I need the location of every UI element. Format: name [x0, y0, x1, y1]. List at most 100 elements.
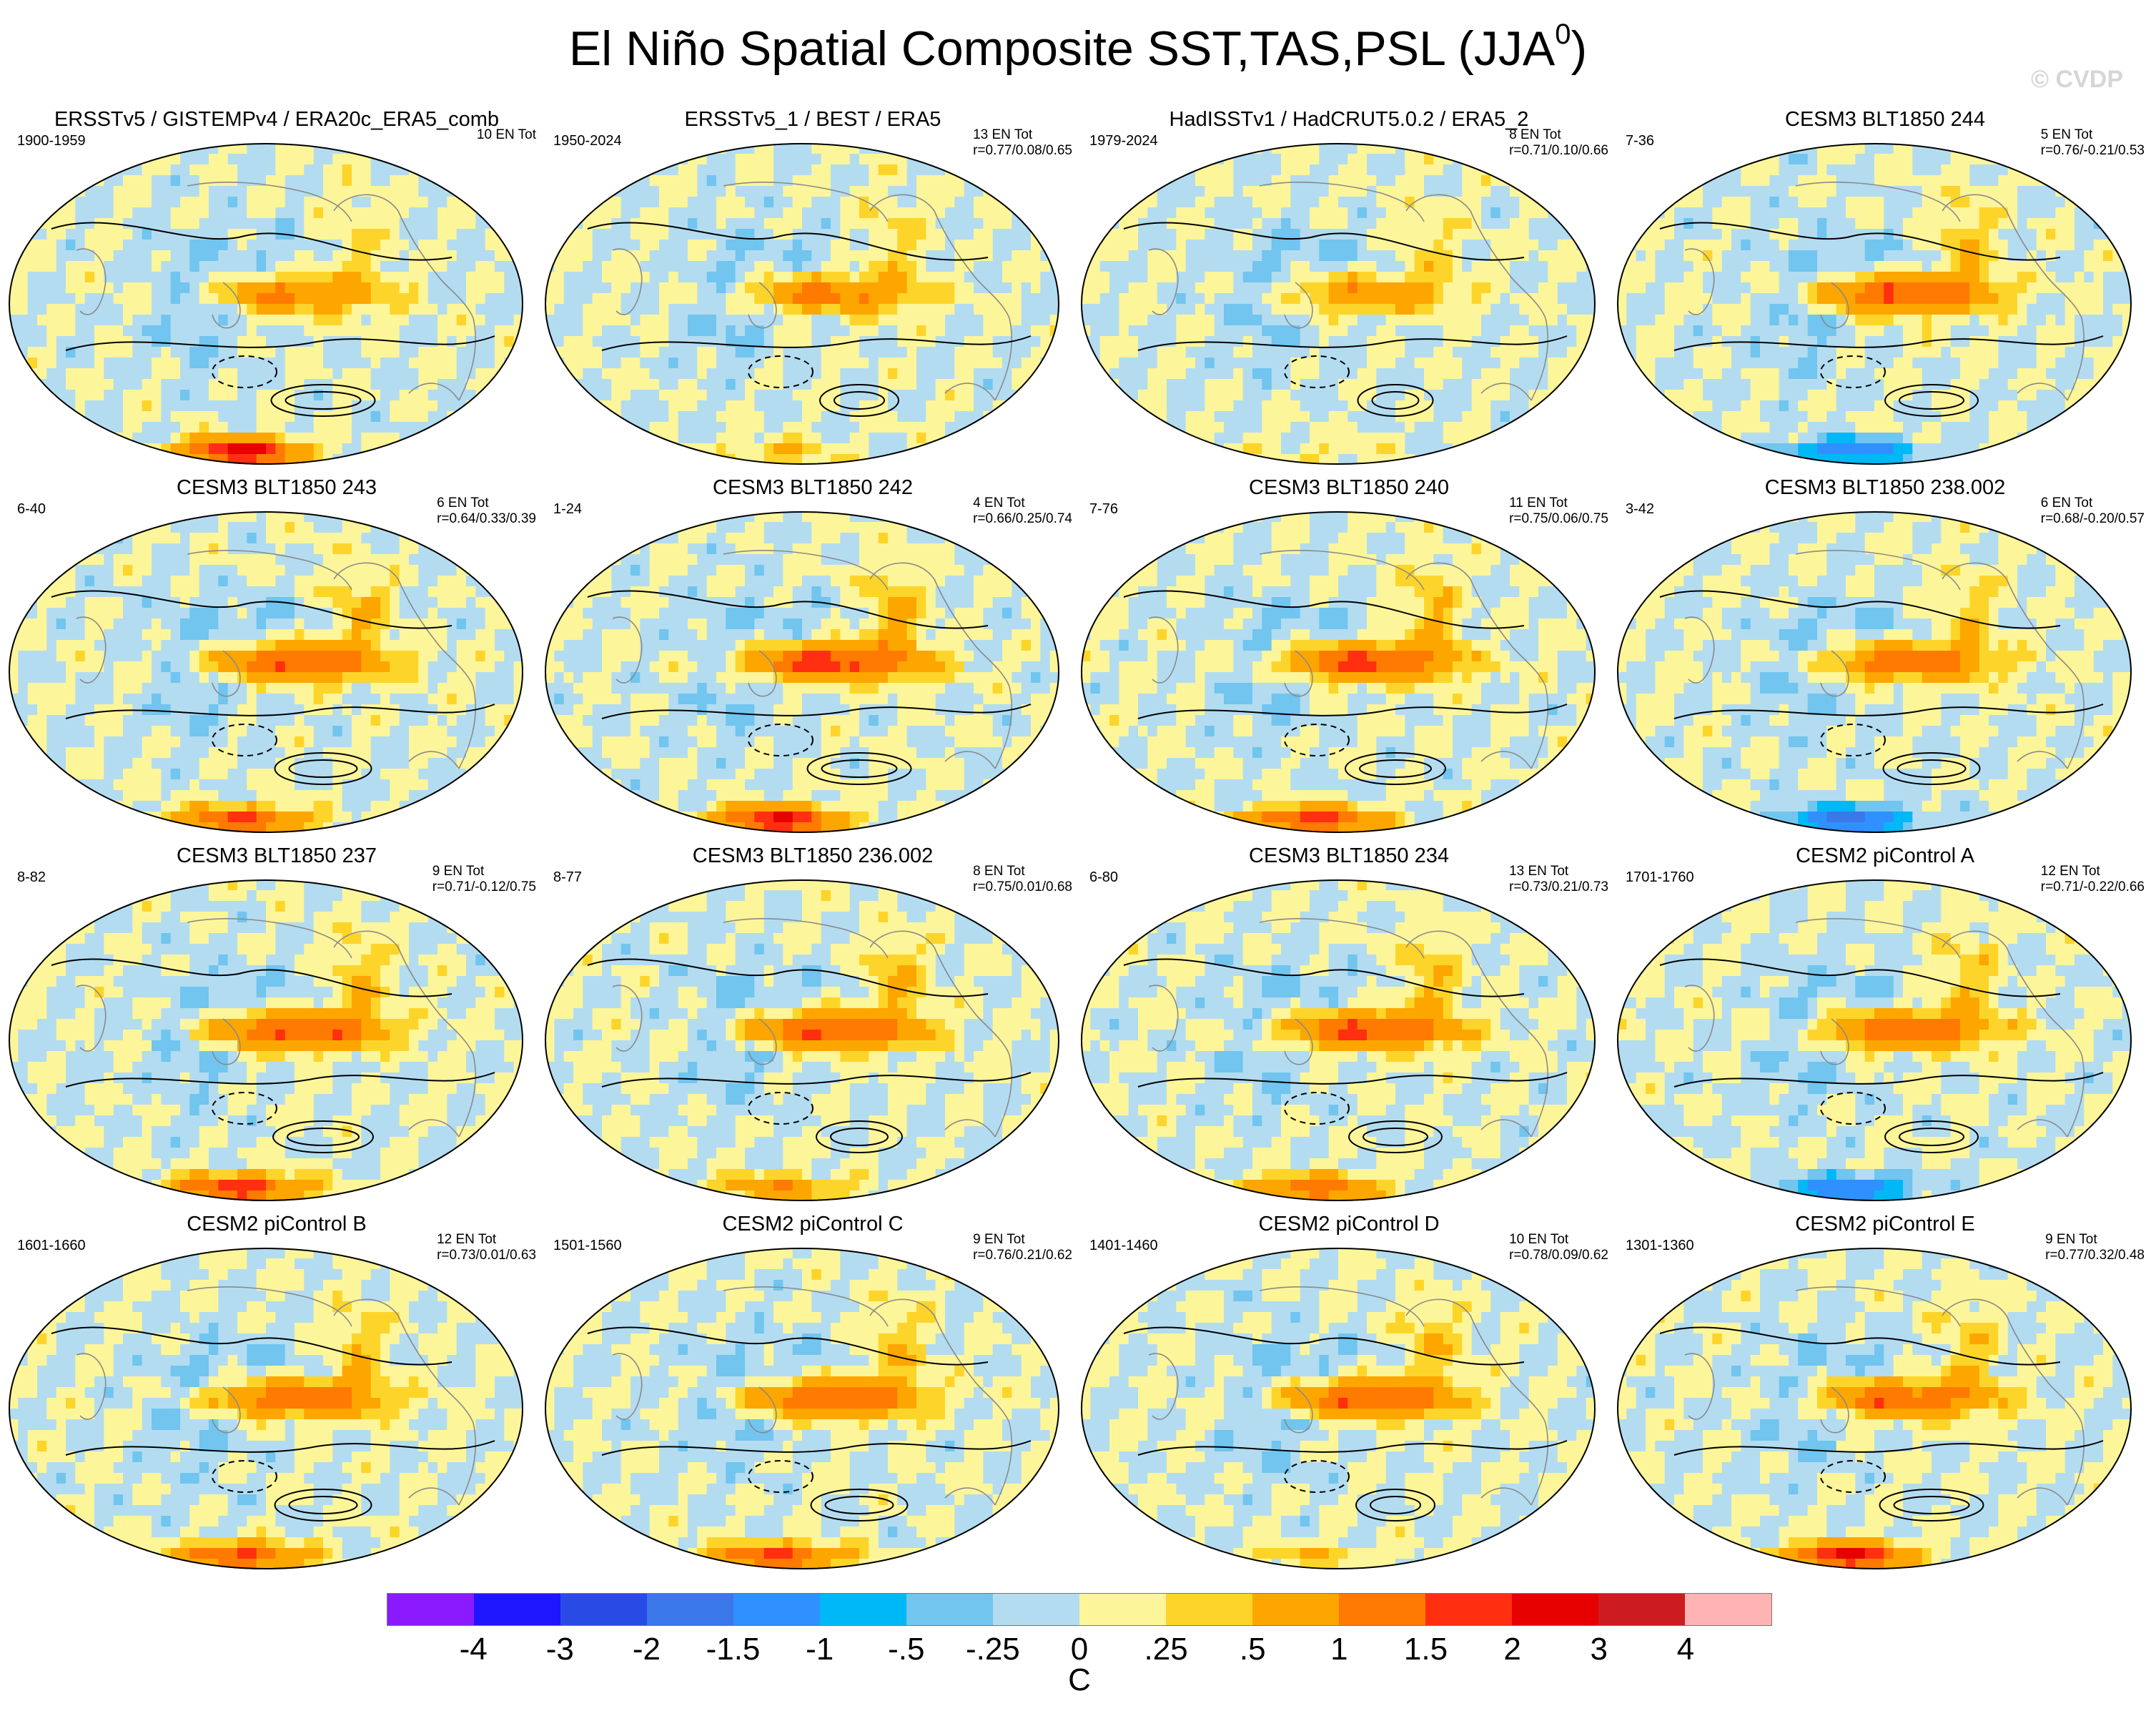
anomaly-cell: [688, 304, 698, 315]
anomaly-cell: [123, 454, 133, 465]
anomaly-cell: [1586, 143, 1596, 154]
anomaly-cell: [342, 261, 352, 272]
anomaly-cell: [1462, 261, 1473, 272]
anomaly-cell: [1300, 422, 1310, 433]
anomaly-cell: [945, 175, 955, 187]
anomaly-cell: [754, 143, 765, 154]
anomaly-cell: [1185, 304, 1196, 315]
anomaly-cell: [1205, 272, 1215, 283]
anomaly-cell: [640, 197, 651, 208]
anomaly-cell: [773, 433, 783, 444]
anomaly-cell: [142, 379, 152, 390]
anomaly-cell: [840, 186, 851, 197]
anomaly-cell: [1760, 143, 1770, 154]
anomaly-cell: [1567, 261, 1577, 272]
anomaly-cell: [1405, 357, 1415, 369]
anomaly-cell: [1099, 400, 1110, 412]
anomaly-cell: [266, 175, 276, 187]
anomaly-cell: [1721, 154, 1732, 165]
anomaly-cell: [37, 175, 47, 187]
anomaly-cell: [1157, 240, 1167, 251]
anomaly-cell: [84, 164, 95, 176]
anomaly-cell: [1109, 175, 1119, 187]
anomaly-cell: [545, 175, 555, 187]
anomaly-cell: [209, 240, 219, 251]
anomaly-cell: [1586, 347, 1596, 358]
anomaly-cell: [745, 240, 755, 251]
anomaly-cell: [1385, 229, 1396, 240]
anomaly-cell: [123, 207, 133, 219]
anomaly-cell: [716, 422, 726, 433]
anomaly-cell: [1385, 272, 1396, 283]
anomaly-cell: [735, 368, 746, 380]
anomaly-cell: [1481, 443, 1491, 455]
anomaly-cell: [332, 261, 343, 272]
anomaly-cell: [1500, 325, 1510, 337]
anomaly-cell: [888, 390, 898, 401]
anomaly-cell: [1242, 357, 1253, 369]
anomaly-cell: [1328, 454, 1339, 465]
anomaly-cell: [592, 229, 603, 240]
anomaly-cell: [227, 218, 238, 230]
anomaly-cell: [1119, 336, 1129, 347]
anomaly-cell: [897, 347, 908, 358]
anomaly-cell: [227, 154, 238, 165]
anomaly-cell: [1109, 282, 1119, 294]
anomaly-cell: [935, 454, 946, 465]
anomaly-cell: [592, 175, 603, 187]
anomaly-cell: [247, 411, 257, 423]
anomaly-cell: [1462, 272, 1473, 283]
anomaly-cell: [611, 250, 622, 262]
anomaly-cell: [1443, 336, 1453, 347]
anomaly-cell: [1443, 357, 1453, 369]
anomaly-cell: [1185, 379, 1196, 390]
anomaly-cell: [1405, 454, 1415, 465]
anomaly-cell: [697, 357, 708, 369]
anomaly-cell: [821, 433, 831, 444]
anomaly-cell: [1462, 250, 1473, 262]
anomaly-cell: [935, 304, 946, 315]
anomaly-cell: [1224, 293, 1234, 305]
anomaly-cell: [735, 186, 746, 197]
anomaly-cell: [1138, 454, 1148, 465]
anomaly-cell: [361, 229, 372, 240]
anomaly-cell: [659, 250, 669, 262]
anomaly-cell: [113, 175, 124, 187]
anomaly-cell: [697, 240, 708, 251]
anomaly-cell: [668, 186, 679, 197]
anomaly-cell: [1490, 154, 1501, 165]
anomaly-cell: [1271, 422, 1282, 433]
anomaly-cell: [1109, 207, 1119, 219]
anomaly-cell: [573, 368, 583, 380]
anomaly-cell: [9, 411, 19, 423]
anomaly-cell: [1252, 164, 1262, 176]
anomaly-cell: [983, 293, 994, 305]
anomaly-cell: [869, 411, 879, 423]
anomaly-cell: [649, 293, 660, 305]
anomaly-cell: [1357, 454, 1368, 465]
anomaly-cell: [620, 390, 631, 401]
anomaly-cell: [370, 304, 381, 315]
anomaly-cell: [152, 379, 162, 390]
anomaly-cell: [897, 293, 908, 305]
anomaly-cell: [1385, 282, 1396, 294]
anomaly-cell: [1224, 347, 1234, 358]
anomaly-cell: [1414, 336, 1425, 347]
anomaly-cell: [1021, 390, 1032, 401]
anomaly-cell: [227, 443, 238, 455]
anomaly-cell: [897, 229, 908, 240]
anomaly-cell: [1433, 336, 1444, 347]
anomaly-cell: [1224, 379, 1234, 390]
anomaly-cell: [1205, 164, 1215, 176]
anomaly-cell: [964, 250, 974, 262]
anomaly-cell: [926, 143, 936, 154]
anomaly-cell: [668, 197, 679, 208]
anomaly-cell: [266, 304, 276, 315]
anomaly-cell: [716, 154, 726, 165]
anomaly-cell: [1405, 175, 1415, 187]
anomaly-cell: [1021, 400, 1032, 412]
anomaly-cell: [668, 357, 679, 369]
anomaly-cell: [1021, 357, 1032, 369]
anomaly-cell: [427, 218, 438, 230]
anomaly-cell: [916, 368, 926, 380]
